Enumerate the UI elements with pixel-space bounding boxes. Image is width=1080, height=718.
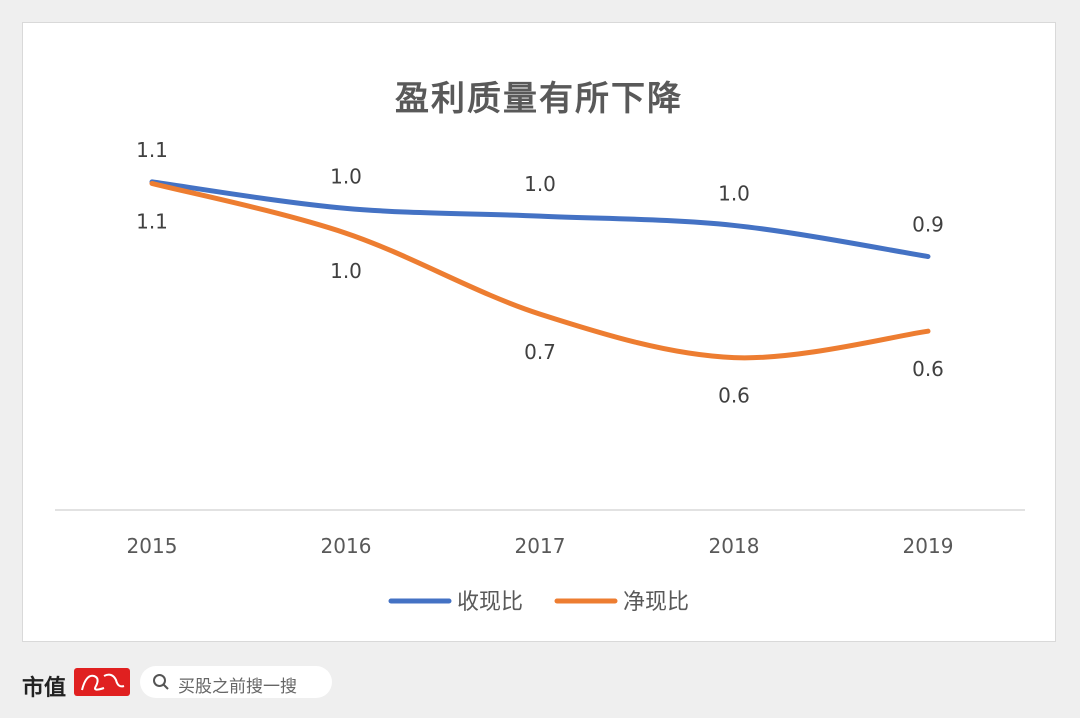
x-tick-label: 2019: [903, 534, 954, 558]
data-label: 1.1: [136, 138, 168, 162]
chart-title: 盈利质量有所下降: [395, 79, 683, 119]
data-label: 0.6: [718, 384, 750, 408]
data-label: 1.0: [718, 181, 750, 205]
data-label: 0.6: [912, 357, 944, 381]
x-tick-label: 2017: [515, 534, 566, 558]
search-box[interactable]: 买股之前搜一搜: [140, 666, 332, 698]
data-label: 1.0: [524, 172, 556, 196]
brand-logo: [74, 668, 130, 696]
legend-label: 收现比: [457, 590, 523, 615]
data-label: 1.1: [136, 209, 168, 233]
x-tick-label: 2015: [127, 534, 178, 558]
search-icon: [153, 674, 169, 690]
search-placeholder: 买股之前搜一搜: [178, 677, 297, 697]
brand-name: 市值: [22, 675, 67, 701]
series-line-1: [149, 180, 931, 361]
data-label: 1.0: [330, 164, 362, 188]
data-label: 0.7: [524, 340, 556, 364]
series-line-0: [149, 179, 931, 260]
x-tick-label: 2018: [709, 534, 760, 558]
footer: 市值 买股之前搜一搜: [22, 662, 622, 702]
line-chart: 2015 2016 2017 2018 2019 1.1 1.0 1.0 1.0 0.9 1.1 1.…: [55, 138, 1025, 615]
data-label: 1.0: [330, 259, 362, 283]
x-tick-label: 2016: [321, 534, 372, 558]
data-label: 0.9: [912, 213, 944, 237]
chart-card: 盈利质量有所下降 2015 2016 2017 2018 2019 1.1 1.0 1.0 1.…: [22, 22, 1056, 642]
legend-label: 净现比: [623, 590, 689, 615]
